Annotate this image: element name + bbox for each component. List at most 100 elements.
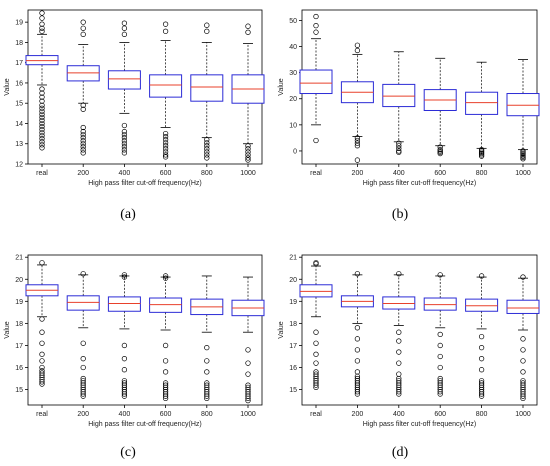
outlier-point [437, 342, 443, 349]
y-tick-label: 16 [289, 365, 297, 372]
outlier-point [162, 393, 169, 399]
y-axis-label: Value [4, 78, 11, 95]
outlier-point [39, 126, 45, 133]
iqr-box [506, 299, 540, 314]
iqr-box [506, 93, 540, 117]
outlier-point [121, 356, 128, 362]
outlier-point [39, 381, 45, 387]
outlier-point [121, 131, 128, 138]
outlier-point [396, 329, 402, 335]
panel-label: (d) [392, 445, 409, 460]
outlier-point [39, 94, 45, 100]
outlier-point [39, 142, 45, 148]
box-1000 [231, 23, 265, 163]
outlier-point [162, 152, 169, 158]
outlier-point [437, 389, 443, 395]
box-1000 [506, 59, 540, 162]
box-200 [340, 42, 374, 163]
outlier-point [80, 106, 86, 112]
x-tick-label: 800 [201, 170, 213, 177]
y-tick-label: 10 [289, 122, 297, 129]
outlier-point [80, 102, 86, 108]
box-200 [340, 271, 374, 397]
outlier-point [39, 25, 45, 31]
outlier-point [245, 371, 251, 377]
outlier-point [313, 137, 319, 144]
outlier-point [204, 393, 210, 399]
outlier-point [121, 122, 128, 129]
outlier-point [245, 397, 251, 404]
outlier-point [80, 391, 86, 397]
iqr-box [299, 69, 333, 95]
outlier-point [313, 261, 319, 267]
outlier-point [313, 29, 319, 35]
x-tick-label: 600 [160, 411, 172, 418]
outlier-point [354, 271, 361, 277]
outlier-point [39, 86, 45, 92]
outlier-point [162, 395, 169, 402]
y-tick-label: 15 [15, 101, 23, 108]
box-real [299, 260, 333, 391]
outlier-point [313, 13, 319, 20]
outlier-point [80, 128, 86, 135]
outlier-point [121, 141, 128, 147]
outlier-point [39, 10, 45, 16]
outlier-point [520, 369, 526, 375]
box-real [299, 13, 333, 144]
outlier-point [313, 23, 319, 29]
iqr-box [190, 74, 224, 102]
x-tick-label: 400 [393, 411, 405, 418]
x-axis-label: High pass filter cut-off frequency(Hz) [88, 180, 201, 187]
outlier-point [162, 28, 169, 34]
chart-panel-3: 15 16 17 18 19 20 21 real 200 400 600 800 1000 High p… [4, 254, 265, 428]
outlier-point [80, 124, 86, 131]
box-600 [423, 272, 457, 397]
iqr-box [66, 295, 100, 311]
outlier-point [245, 347, 251, 353]
outlier-point [396, 143, 402, 149]
outlier-point [520, 393, 526, 399]
outlier-point [39, 316, 45, 322]
outlier-point [396, 149, 402, 155]
outlier-point [39, 28, 45, 34]
outlier-point [39, 329, 45, 335]
outlier-point [204, 22, 210, 28]
box-800 [190, 275, 224, 402]
outlier-point [245, 149, 251, 155]
outlier-point [121, 25, 128, 31]
y-tick-label: 40 [289, 44, 297, 51]
x-tick-label: 800 [476, 170, 488, 177]
outlier-point [437, 331, 443, 338]
plot-frame [301, 9, 538, 165]
outlier-point [313, 351, 319, 357]
outlier-point [162, 369, 169, 375]
outlier-point [39, 351, 45, 357]
y-tick-label: 30 [289, 70, 297, 77]
y-tick-label: 15 [15, 387, 23, 394]
y-tick-label: 50 [289, 18, 297, 25]
iqr-box [25, 55, 59, 66]
outlier-point [354, 137, 361, 144]
box-400 [107, 272, 141, 399]
outlier-point [121, 135, 128, 141]
outlier-point [520, 336, 526, 342]
y-tick-label: 20 [289, 96, 297, 103]
outlier-point [80, 135, 86, 141]
outlier-point [478, 356, 485, 362]
outlier-point [39, 15, 45, 21]
x-tick-label: 400 [119, 411, 131, 418]
iqr-box [107, 296, 141, 312]
x-tick-label: 1000 [240, 411, 256, 418]
outlier-point [80, 138, 86, 144]
y-tick-label: 19 [15, 299, 23, 306]
x-tick-label: 600 [434, 411, 446, 418]
outlier-point [39, 358, 45, 364]
outlier-point [39, 132, 45, 139]
outlier-point [121, 272, 128, 278]
outlier-point [313, 382, 319, 388]
y-tick-label: 16 [15, 365, 23, 372]
outlier-point [396, 371, 402, 377]
outlier-point [354, 42, 361, 48]
outlier-point [204, 140, 210, 146]
y-tick-label: 13 [15, 141, 23, 148]
